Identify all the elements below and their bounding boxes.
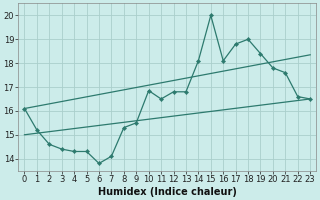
X-axis label: Humidex (Indice chaleur): Humidex (Indice chaleur) <box>98 187 237 197</box>
